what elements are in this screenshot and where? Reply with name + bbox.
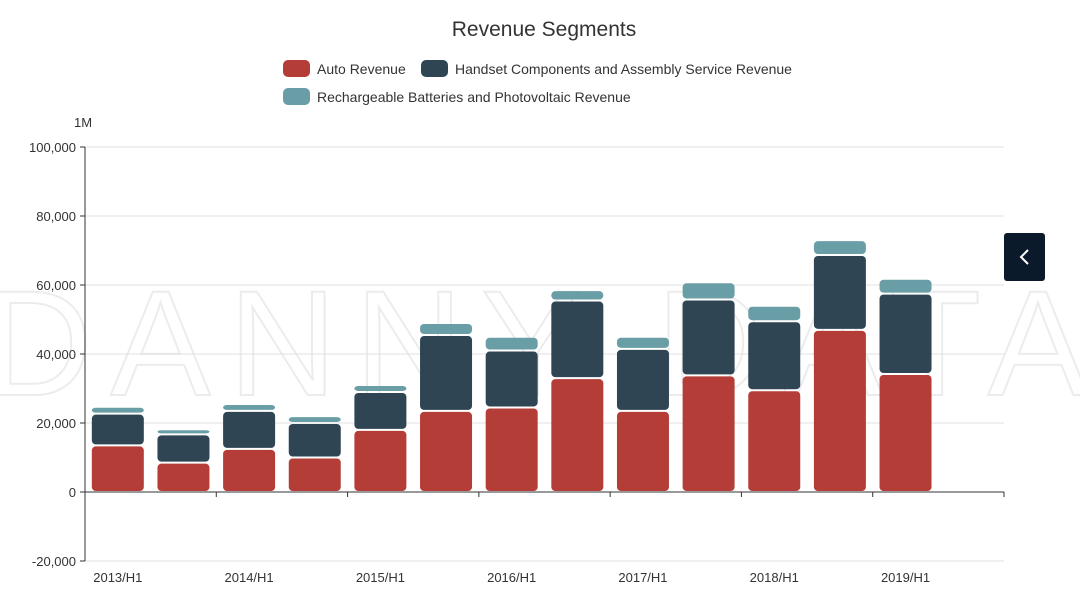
bar-segment-handset[interactable] xyxy=(485,351,538,407)
y-tick-label: -20,000 xyxy=(32,554,76,569)
axes: -20,000 0 20,000 40,000 60,000 80,000 100,000 2… xyxy=(29,140,1005,585)
bar-segment-handset[interactable] xyxy=(354,392,407,429)
x-tick-label: 2013/H1 xyxy=(93,570,142,585)
x-tick-label: 2019/H1 xyxy=(881,570,930,585)
legend: Auto Revenue Handset Components and Assem… xyxy=(283,60,792,105)
bar-segment-batteries[interactable] xyxy=(879,279,932,293)
legend-label[interactable]: Rechargeable Batteries and Photovoltaic … xyxy=(317,89,631,105)
y-tick-label: 20,000 xyxy=(36,416,76,431)
chevron-left-icon xyxy=(1019,249,1029,265)
x-tick-label: 2018/H1 xyxy=(750,570,799,585)
y-tick-label: 0 xyxy=(69,485,76,500)
grid-lines xyxy=(85,146,1004,562)
bar-segment-auto[interactable] xyxy=(223,449,276,491)
bar-segment-batteries[interactable] xyxy=(682,283,735,299)
bar-segment-batteries[interactable] xyxy=(91,407,144,413)
bar-segment-batteries[interactable] xyxy=(157,430,210,434)
chart-title: Revenue Segments xyxy=(452,18,636,41)
bar-segment-handset[interactable] xyxy=(616,349,669,410)
bar-segment-handset[interactable] xyxy=(223,411,276,448)
bar-segment-handset[interactable] xyxy=(879,294,932,374)
y-tick-label: 100,000 xyxy=(29,140,76,155)
collapse-panel-button[interactable] xyxy=(1004,233,1045,281)
bar-segment-batteries[interactable] xyxy=(420,323,473,335)
bar-segment-auto[interactable] xyxy=(91,446,144,491)
bar-segment-handset[interactable] xyxy=(682,300,735,375)
bar-segment-batteries[interactable] xyxy=(813,241,866,254)
y-unit-label: 1M xyxy=(74,115,92,130)
bar-segment-auto[interactable] xyxy=(354,430,407,491)
bar-segment-auto[interactable] xyxy=(157,463,210,491)
bar-segment-auto[interactable] xyxy=(551,379,604,491)
y-tick-label: 60,000 xyxy=(36,278,76,293)
bar-segment-batteries[interactable] xyxy=(354,386,407,391)
bar-segment-batteries[interactable] xyxy=(485,337,538,350)
bar-segment-auto[interactable] xyxy=(288,458,341,492)
bar-segment-batteries[interactable] xyxy=(288,417,341,422)
bar-segment-handset[interactable] xyxy=(157,435,210,462)
x-tick-label: 2015/H1 xyxy=(356,570,405,585)
y-tick-label: 80,000 xyxy=(36,209,76,224)
bars xyxy=(91,241,932,492)
bar-segment-handset[interactable] xyxy=(288,424,341,457)
legend-swatch[interactable] xyxy=(283,88,310,105)
x-tick-label: 2014/H1 xyxy=(225,570,274,585)
bar-segment-auto[interactable] xyxy=(682,376,735,491)
bar-segment-batteries[interactable] xyxy=(223,405,276,410)
bar-segment-batteries[interactable] xyxy=(616,337,669,348)
bar-segment-handset[interactable] xyxy=(813,255,866,329)
bar-segment-handset[interactable] xyxy=(748,322,801,390)
bar-segment-auto[interactable] xyxy=(420,411,473,491)
bar-segment-auto[interactable] xyxy=(748,391,801,491)
bar-segment-handset[interactable] xyxy=(420,336,473,410)
legend-label[interactable]: Handset Components and Assembly Service … xyxy=(455,61,792,77)
x-tick-label: 2016/H1 xyxy=(487,570,536,585)
bar-segment-auto[interactable] xyxy=(879,375,932,491)
bar-segment-auto[interactable] xyxy=(485,408,538,491)
legend-swatch[interactable] xyxy=(421,60,448,77)
bar-segment-handset[interactable] xyxy=(551,301,604,378)
bar-segment-batteries[interactable] xyxy=(748,306,801,321)
bar-segment-auto[interactable] xyxy=(813,330,866,491)
legend-swatch[interactable] xyxy=(283,60,310,77)
bar-segment-handset[interactable] xyxy=(91,414,144,445)
bar-segment-batteries[interactable] xyxy=(551,291,604,300)
bar-segment-auto[interactable] xyxy=(616,411,669,491)
y-tick-label: 40,000 xyxy=(36,347,76,362)
legend-label[interactable]: Auto Revenue xyxy=(317,61,406,77)
x-tick-label: 2017/H1 xyxy=(618,570,667,585)
